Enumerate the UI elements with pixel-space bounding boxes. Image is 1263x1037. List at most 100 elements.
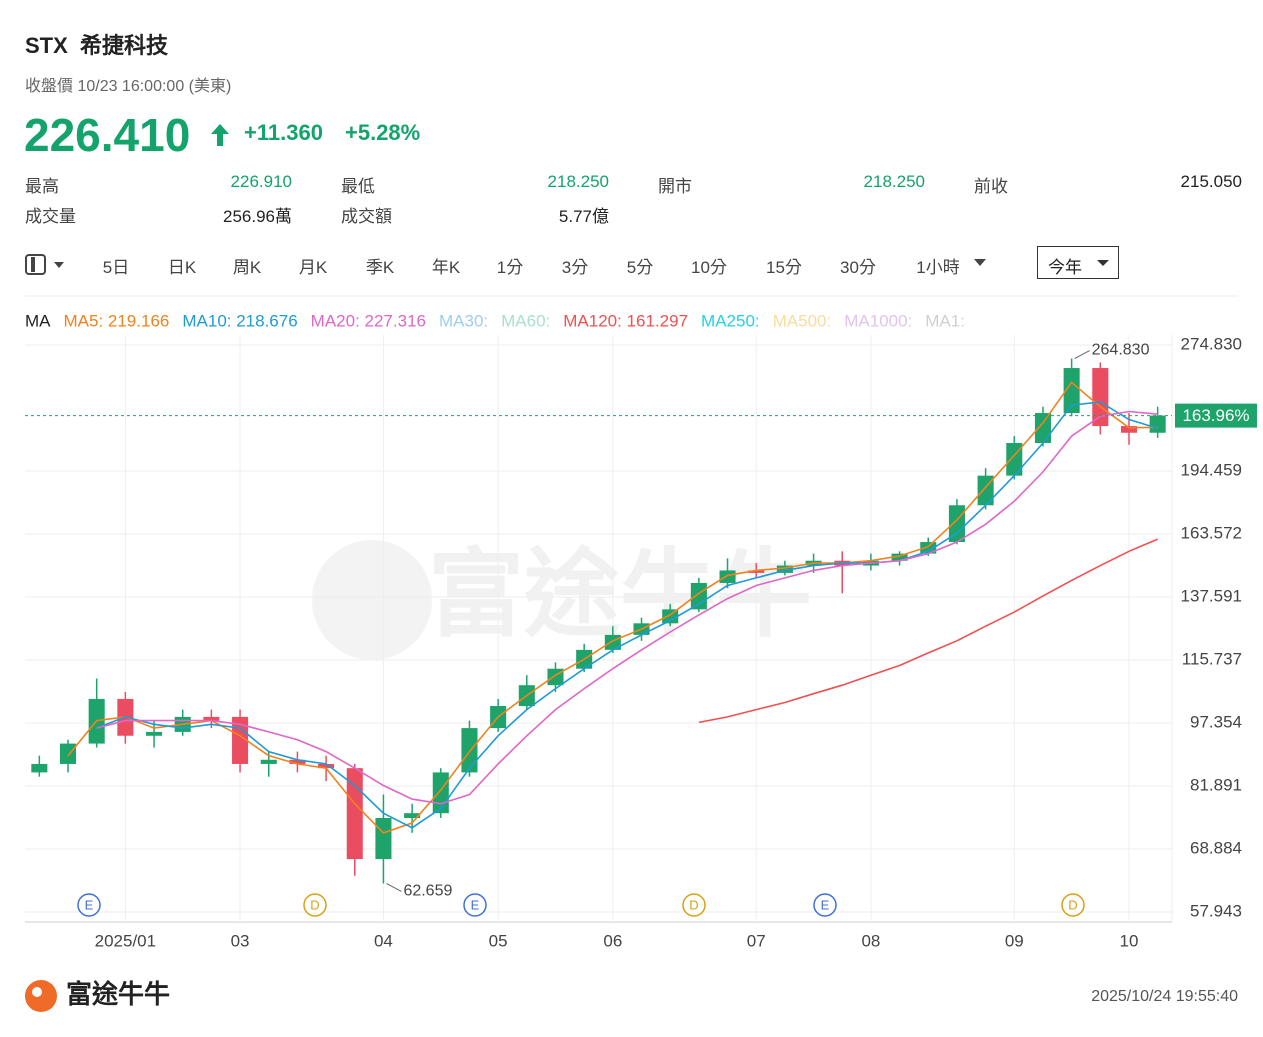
legend-item: MA120: 161.297 <box>563 311 688 330</box>
tab[interactable]: 日K <box>167 258 197 277</box>
tab[interactable]: 5日 <box>102 258 130 277</box>
candle-body <box>59 743 77 764</box>
current-price-box <box>1175 403 1257 428</box>
candle-body <box>920 542 937 554</box>
footer-logo <box>25 980 57 1012</box>
y-tick-label: 81.891 <box>1190 775 1242 794</box>
tab[interactable]: 1分 <box>496 258 524 277</box>
annotation-label: 62.659 <box>403 883 452 900</box>
candle-body <box>289 759 306 764</box>
y-tick-label: 115.737 <box>1182 649 1242 668</box>
candle-body <box>748 570 765 573</box>
x-tick-label: 09 <box>1005 931 1024 950</box>
dropdown-arrow <box>1097 260 1109 266</box>
event-marker <box>303 893 327 917</box>
watermark-logo <box>312 540 432 660</box>
y-tick-label: 68.884 <box>1190 838 1242 857</box>
symbol: STX <box>25 33 68 58</box>
range-dropdown[interactable]: 今年 <box>1037 246 1119 279</box>
tab[interactable]: 1小時 <box>916 258 960 277</box>
x-tick-label: 04 <box>374 931 393 950</box>
ma-line <box>67 381 1158 834</box>
candle-body <box>1063 368 1080 414</box>
candle-body <box>1149 415 1166 433</box>
event-label: D <box>310 897 319 912</box>
current-price-label: 163.96% <box>1182 406 1249 425</box>
candle-body <box>232 716 249 764</box>
stat-label: 最低 <box>341 177 375 196</box>
y-tick-label: 97.354 <box>1190 712 1242 731</box>
change-pct: +5.28% <box>345 120 421 145</box>
candle-body <box>260 759 277 764</box>
legend-item: MA1: <box>925 311 965 330</box>
annotation-label: 264.830 <box>1092 342 1150 359</box>
y-tick-label: 194.459 <box>1181 460 1242 479</box>
stat-value: 226.910 <box>230 172 292 191</box>
legend-item: MA30: <box>439 311 488 330</box>
stock-title: STX 希捷科技 <box>25 28 168 60</box>
footer: 富途牛牛 2025/10/24 19:55:40 <box>25 979 1238 1012</box>
legend-item: MA20: 227.316 <box>311 311 426 330</box>
stat-label: 開市 <box>658 177 692 196</box>
timestamp: 2025/10/24 19:55:40 <box>1091 988 1238 1005</box>
tab[interactable]: 30分 <box>840 258 876 277</box>
tab[interactable]: 年K <box>431 258 461 277</box>
stat-value: 5.77億 <box>558 207 609 226</box>
tab[interactable]: 季K <box>365 258 395 277</box>
event-marker <box>463 893 487 917</box>
tab[interactable]: 5分 <box>626 258 654 277</box>
stat-label: 成交額 <box>341 207 392 226</box>
event-label: D <box>689 897 698 912</box>
legend-item: MA5: 219.166 <box>64 311 170 330</box>
candle-body <box>461 728 478 773</box>
event-label: E <box>471 897 480 912</box>
tab[interactable]: 周K <box>232 258 262 277</box>
x-tick-label: 2025/01 <box>95 931 156 950</box>
event-label: D <box>1068 897 1077 912</box>
ma-line <box>698 538 1159 724</box>
candle-body <box>404 813 421 818</box>
tab[interactable]: 10分 <box>691 258 727 277</box>
x-tick-label: 06 <box>603 931 622 950</box>
candle-body <box>776 565 793 573</box>
ma-line <box>96 401 1158 829</box>
y-tick-label: 163.572 <box>1181 523 1242 542</box>
watermark: 富途牛牛 <box>428 541 812 648</box>
tab-arrow[interactable] <box>974 259 986 266</box>
tab[interactable]: 15分 <box>766 258 802 277</box>
range-label: 今年 <box>1048 258 1082 277</box>
x-tick-label: 03 <box>231 931 250 950</box>
event-marker <box>77 893 101 917</box>
legend-item: MA <box>25 311 51 330</box>
price: 226.410 <box>24 109 191 161</box>
change: +11.360 <box>244 120 323 145</box>
y-tick-label: 274.830 <box>1181 335 1242 354</box>
stat-value: 218.250 <box>547 172 609 191</box>
stat-label: 最高 <box>25 177 59 196</box>
candle-body <box>146 731 163 736</box>
stat-label: 成交量 <box>25 207 76 226</box>
event-marker <box>1061 893 1085 917</box>
x-tick-label: 10 <box>1120 931 1139 950</box>
chart-type-toggle[interactable] <box>25 254 69 276</box>
y-tick-label: 137.591 <box>1181 586 1242 605</box>
tab[interactable]: 3分 <box>561 258 589 277</box>
candle-body <box>1092 368 1109 427</box>
stat-value: 215.050 <box>1180 172 1242 191</box>
candle-body <box>719 570 736 583</box>
candle-body <box>690 582 707 610</box>
legend-item: MA500: <box>773 311 832 330</box>
annotation-leader <box>1074 350 1090 359</box>
stock-name: 希捷科技 <box>80 33 169 58</box>
event-label: E <box>85 897 94 912</box>
x-tick-label: 05 <box>489 931 508 950</box>
candle-body <box>1120 426 1138 433</box>
candle-body <box>891 553 908 561</box>
candle-body <box>1034 413 1051 444</box>
ma-line <box>96 410 1158 805</box>
tab[interactable]: 月K <box>298 258 328 277</box>
up-arrow <box>211 124 229 146</box>
